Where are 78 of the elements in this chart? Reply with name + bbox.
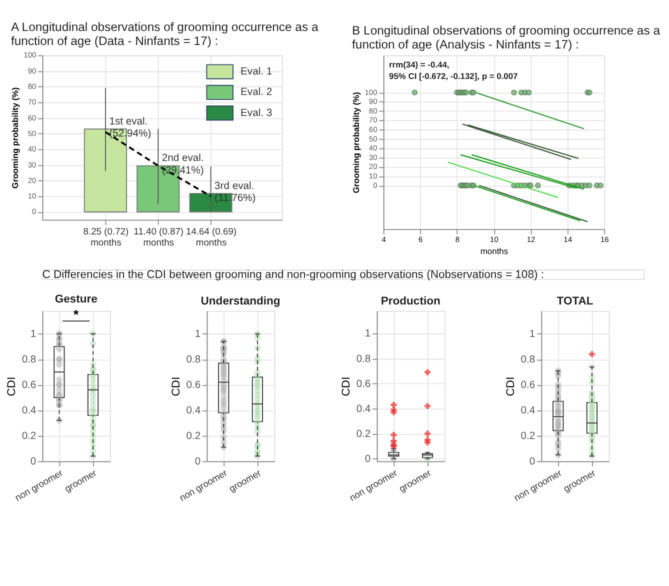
y-tick-label: 0.8 <box>186 354 201 366</box>
y-tick-label: 0 <box>32 207 36 216</box>
y-tick-label: 70 <box>368 116 378 125</box>
y-tick-label: 0.8 <box>356 354 371 365</box>
annotation: 95% CI [-0.672, -0.132], p = 0.007 <box>388 70 518 81</box>
y-tick-label: 20 <box>368 162 378 172</box>
x-tick-label: 14.64 (0.69) months <box>186 225 237 248</box>
chart-title: TOTAL <box>556 295 594 308</box>
y-tick-label: 0.4 <box>22 406 36 417</box>
x-tick-label: 8.25 (0.72) months <box>83 225 129 248</box>
y-tick-label: 0.4 <box>520 406 536 417</box>
y-tick-label: 90 <box>28 66 36 76</box>
y-tick-label: 60 <box>368 125 378 134</box>
legend-label: Eval. 2 <box>240 87 272 98</box>
y-tick-label: 0.4 <box>356 404 371 415</box>
y-tick-label: 40 <box>368 144 378 153</box>
y-tick-label: 0.4 <box>186 406 201 417</box>
y-tick-label: 90 <box>368 97 378 106</box>
y-tick-label: 0.6 <box>356 378 371 390</box>
y-tick-label: 50 <box>368 134 378 144</box>
y-tick-label: 0.2 <box>520 431 536 442</box>
y-tick-label: 30 <box>368 152 378 162</box>
y-tick-label: 0.2 <box>186 431 201 442</box>
y-tick-label: 0 <box>373 180 378 190</box>
text: B Longitudinal observations of grooming occurrence as a <box>352 24 660 38</box>
y-tick-label: 100 <box>24 50 36 60</box>
y-axis-title: CDI <box>340 376 353 396</box>
y-tick-label: 0 <box>364 454 371 465</box>
y-tick-label: 20 <box>28 176 36 185</box>
legend-label: Eval. 3 <box>240 108 272 119</box>
y-tick-label: 1 <box>194 329 201 340</box>
y-tick-label: 0.8 <box>22 354 36 366</box>
y-tick-label: 0.2 <box>356 428 371 440</box>
y-tick-label: 30 <box>28 160 36 170</box>
y-tick-label: 10 <box>28 192 36 201</box>
y-axis-title: Grooming probability (%) <box>10 87 20 189</box>
y-tick-label: 0.6 <box>22 380 36 392</box>
x-tick-label: 12 <box>526 234 536 244</box>
y-axis-title: CDI <box>6 376 18 396</box>
x-axis-title: months <box>480 246 508 256</box>
y-tick-label: 1 <box>30 329 36 340</box>
x-tick-label: 6 <box>418 234 423 244</box>
y-tick-label: 0.6 <box>520 380 536 392</box>
y-tick-label: 0.8 <box>520 354 536 366</box>
x-tick-label: 4 <box>382 234 386 244</box>
chart-title: Understanding <box>200 295 280 308</box>
y-tick-label: 0 <box>30 456 36 468</box>
annotation: * <box>74 307 80 322</box>
y-tick-label: 50 <box>28 128 36 138</box>
y-tick-label: 0.6 <box>186 380 201 392</box>
y-tick-label: 100 <box>364 88 378 97</box>
chart-title: Production <box>380 295 440 308</box>
text: function of age (Analysis - Ninfants = 17) : <box>352 38 579 52</box>
y-tick-label: 40 <box>28 144 36 154</box>
y-axis-title: Grooming probability (%) <box>351 92 362 194</box>
y-axis-title: CDI <box>170 376 183 396</box>
legend-label: Eval. 1 <box>240 66 272 78</box>
chart-title: Gesture <box>54 293 98 306</box>
x-tick-label: 8 <box>455 234 460 244</box>
x-tick-label: 11.40 (0.87) months <box>134 225 184 248</box>
text: function of age (Data - Ninfants = 17) : <box>10 34 218 48</box>
y-tick-label: 80 <box>28 82 36 91</box>
y-tick-label: 0.2 <box>22 431 36 442</box>
text: A Longitudinal observations of grooming occurrence as a <box>10 20 318 34</box>
text: C Differencies in the CDI between grooming and non-grooming observations (Nobservations = 108) : <box>42 268 544 281</box>
y-tick-label: 80 <box>368 106 378 116</box>
x-tick-label: 10 <box>490 234 498 244</box>
y-tick-label: 0 <box>194 456 201 468</box>
y-tick-label: 1 <box>364 328 371 340</box>
y-tick-label: 60 <box>28 113 36 122</box>
x-tick-label: 14 <box>564 234 572 244</box>
y-tick-label: 1 <box>529 329 536 340</box>
y-axis-title: CDI <box>505 376 518 396</box>
annotation: rrm(34) = -0.44, <box>388 60 450 70</box>
y-tick-label: 0 <box>529 456 536 468</box>
y-tick-label: 70 <box>28 98 36 107</box>
x-tick-label: 16 <box>600 234 609 244</box>
y-tick-label: 10 <box>368 171 378 180</box>
